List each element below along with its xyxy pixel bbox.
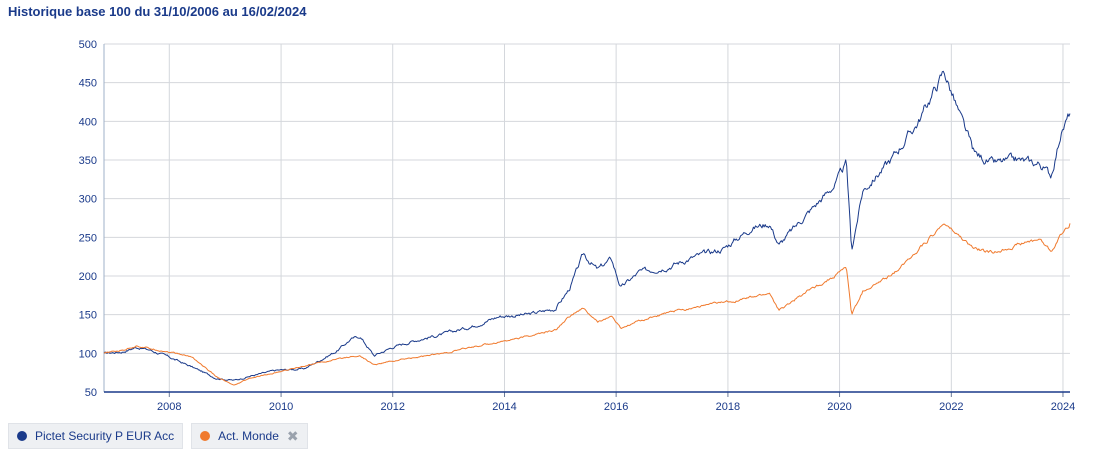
x-tick-label: 2020 [827, 401, 851, 413]
x-tick-label: 2018 [716, 401, 740, 413]
x-tick-label: 2012 [380, 401, 404, 413]
y-tick-label: 250 [79, 232, 97, 244]
chart-title: Historique base 100 du 31/10/2006 au 16/… [8, 4, 307, 19]
x-tick-label: 2008 [157, 401, 181, 413]
y-tick-label: 300 [79, 194, 97, 206]
x-tick-label: 2014 [492, 401, 516, 413]
y-tick-label: 450 [79, 78, 97, 90]
y-tick-label: 400 [79, 116, 97, 128]
line-chart: 50 100 150 200 250 300 350 400 450 500 2008 2010 201… [79, 39, 1076, 413]
series-line-pictet-security [103, 70, 1071, 381]
series-marker-icon [200, 431, 211, 441]
series-marker-icon [17, 431, 27, 441]
series-lines [103, 70, 1071, 386]
x-tick-label: 2022 [939, 401, 963, 413]
y-tick-label: 500 [79, 39, 97, 51]
x-tick-label: 2010 [269, 401, 293, 413]
legend-item-pictet[interactable]: Pictet Security P EUR Acc [8, 423, 184, 449]
y-tick-label: 200 [79, 271, 97, 283]
legend-label-pictet: Pictet Security P EUR Acc [35, 429, 175, 443]
y-tick-label: 50 [85, 387, 97, 399]
y-tick-label: 150 [79, 310, 97, 322]
remove-series-icon[interactable]: ✖ [286, 427, 299, 444]
series-line-act-monde [103, 223, 1071, 386]
x-tick-label: 2024 [1051, 401, 1075, 413]
legend-label-act-monde: Act. Monde [218, 429, 279, 443]
legend-item-act-monde[interactable]: Act. Monde ✖ [191, 423, 308, 449]
legend: Pictet Security P EUR Acc Act. Monde ✖ [8, 423, 308, 449]
y-tick-label: 100 [79, 348, 97, 360]
y-tick-label: 350 [79, 155, 97, 167]
grid-lines [104, 43, 1070, 393]
axes: 50 100 150 200 250 300 350 400 450 500 2008 2010 201… [79, 39, 1076, 413]
x-tick-label: 2016 [604, 401, 628, 413]
